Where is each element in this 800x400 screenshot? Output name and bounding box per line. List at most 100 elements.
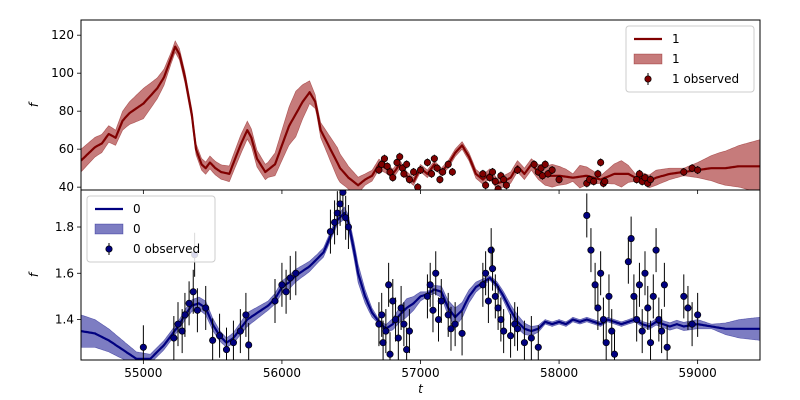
observed-point	[502, 181, 510, 189]
observed-point	[245, 341, 253, 349]
legend: 1 1 1 observed	[625, 25, 755, 93]
observed-point	[635, 281, 643, 289]
observed-point	[389, 174, 397, 182]
observed-point	[181, 311, 189, 319]
observed-point	[433, 164, 441, 172]
observed-point	[500, 176, 508, 184]
observed-point	[507, 332, 515, 340]
observed-point	[646, 176, 655, 184]
observed-point	[638, 327, 646, 335]
observed-point	[583, 211, 591, 219]
observed-point	[660, 281, 668, 289]
y-tick-label: 80	[59, 104, 74, 118]
observed-point	[189, 288, 197, 296]
observed-point	[174, 320, 182, 328]
observed-point	[494, 304, 502, 312]
y-axis-label: f	[27, 271, 41, 277]
observed-point	[594, 304, 602, 312]
observed-point	[193, 306, 201, 314]
observed-point	[397, 304, 405, 312]
legend-label: 1	[672, 52, 680, 66]
observed-point	[610, 350, 619, 358]
observed-point	[491, 292, 499, 300]
observed-point	[432, 269, 440, 277]
observed-point	[209, 336, 217, 344]
legend-label: 0	[133, 202, 141, 216]
observed-point	[482, 181, 490, 189]
observed-point	[680, 168, 688, 176]
observed-point	[541, 160, 549, 168]
observed-point	[378, 311, 386, 319]
observed-point	[655, 315, 663, 324]
observed-point	[444, 160, 452, 168]
observed-point	[139, 343, 147, 351]
observed-point	[627, 235, 635, 243]
observed-point	[624, 258, 632, 266]
observed-point	[416, 166, 425, 174]
observed-point	[451, 320, 459, 328]
observed-point	[497, 315, 505, 324]
x-tick-label: 56000	[263, 366, 301, 380]
observed-point	[489, 265, 497, 273]
observed-point	[548, 166, 556, 174]
observed-point	[458, 329, 466, 337]
observed-point	[403, 160, 411, 168]
legend-frame	[86, 195, 216, 263]
observed-point	[513, 325, 522, 333]
observed-point	[396, 153, 404, 161]
observed-point	[688, 320, 696, 328]
observed-point	[513, 166, 522, 174]
observed-point	[608, 327, 616, 335]
observed-point	[423, 292, 431, 300]
observed-point	[635, 170, 643, 178]
observed-point	[597, 269, 605, 277]
y-tick-label: 40	[59, 180, 74, 194]
observed-point	[436, 176, 444, 184]
observed-point	[386, 168, 394, 176]
observed-point	[500, 327, 508, 335]
observed-point	[336, 200, 344, 208]
observed-point	[428, 170, 436, 178]
observed-point	[282, 288, 290, 296]
legend: 0 0 0 observed	[86, 195, 216, 263]
observed-point	[278, 281, 286, 289]
observed-point	[339, 190, 347, 196]
observed-point	[437, 297, 445, 305]
observed-point	[630, 292, 638, 300]
observed-point	[242, 311, 250, 319]
observed-point	[439, 168, 447, 176]
observed-point	[447, 325, 455, 333]
observed-point	[389, 297, 397, 305]
y-tick-label: 60	[59, 142, 74, 156]
observed-point	[482, 269, 490, 277]
observed-point	[601, 177, 609, 186]
observed-point	[385, 281, 393, 289]
observed-point	[393, 158, 401, 167]
legend-point-swatch	[644, 75, 652, 83]
observed-point	[680, 292, 688, 300]
legend-point-swatch	[105, 245, 113, 253]
legend-label: 0	[133, 222, 141, 236]
observed-point	[170, 334, 178, 342]
legend-label: 1	[672, 32, 680, 46]
observed-point	[429, 306, 437, 314]
observed-point	[594, 170, 602, 178]
observed-point	[591, 281, 599, 289]
x-axis-label: t	[418, 382, 424, 396]
observed-point	[652, 246, 660, 254]
legend-band-swatch	[94, 223, 124, 235]
observed-point	[405, 176, 413, 184]
observed-point	[444, 311, 452, 319]
observed-point	[479, 281, 487, 289]
observed-point	[405, 327, 413, 335]
observed-point	[383, 162, 391, 170]
observed-point	[394, 334, 402, 342]
x-tick-label: 59000	[679, 366, 717, 380]
observed-point	[527, 334, 535, 342]
observed-point	[414, 183, 422, 190]
observed-point	[448, 168, 456, 176]
observed-point	[326, 228, 334, 236]
observed-point	[423, 158, 431, 167]
y-tick-label: 1.8	[55, 220, 74, 234]
